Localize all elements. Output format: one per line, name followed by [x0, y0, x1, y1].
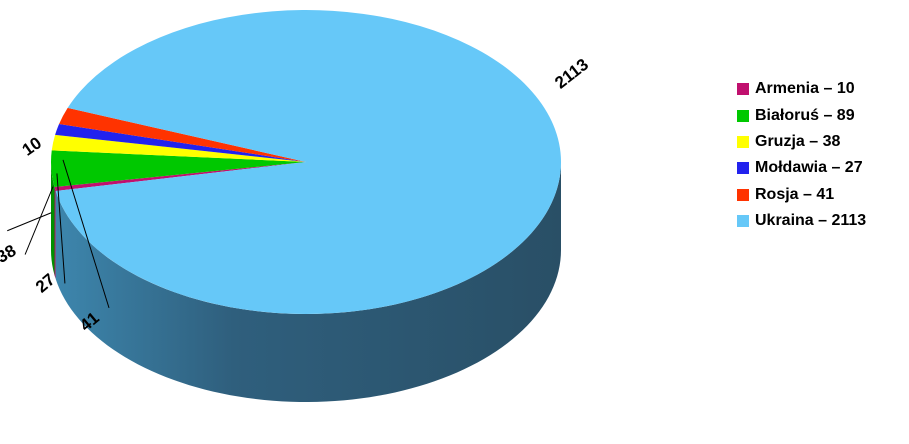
legend-label-armenia: Armenia – 10 [755, 80, 855, 98]
chart-legend: Armenia – 10 Białoruś – 89 Gruzja – 38 Mołd… [737, 76, 866, 234]
legend-label-ukraina: Ukraina – 2113 [755, 212, 867, 230]
slice-moldawia [55, 124, 306, 162]
slice-armenia [54, 162, 307, 192]
legend-item-ukraina: Ukraina – 2113 [737, 208, 866, 234]
legend-label-rosja: Rosja – 41 [755, 185, 835, 203]
leader-line-rosja [62, 159, 110, 309]
legend-item-bialorus: Białoruś – 89 [737, 102, 866, 128]
legend-swatch-rosja [737, 188, 749, 201]
legend-label-gruzja: Gruzja – 38 [755, 132, 841, 150]
data-label-gruzja: 38 [0, 241, 19, 267]
pie-top-faces [51, 9, 562, 314]
data-label-armenia: 10 [19, 133, 45, 159]
data-label-ukraina: 2113 [551, 55, 592, 93]
legend-label-bialorus: Białoruś – 89 [755, 106, 855, 124]
legend-swatch-bialorus [737, 109, 749, 122]
slice-gruzja [51, 134, 306, 162]
slice-bialorus [51, 150, 306, 187]
slice-side-ukraina [55, 162, 562, 402]
legend-swatch-armenia [737, 83, 749, 96]
leader-line-bialorus [7, 212, 52, 232]
legend-label-moldawia: Mołdawia – 27 [755, 159, 863, 177]
leader-line-moldawia [56, 173, 66, 284]
legend-swatch-moldawia [737, 162, 749, 175]
legend-swatch-ukraina [737, 215, 749, 228]
legend-item-gruzja: Gruzja – 38 [737, 129, 866, 155]
slice-ukraina [55, 9, 562, 314]
leader-line-gruzja [24, 186, 54, 255]
legend-swatch-gruzja [737, 135, 749, 148]
legend-item-moldawia: Mołdawia – 27 [737, 155, 866, 181]
leader-lines [7, 159, 110, 309]
legend-item-rosja: Rosja – 41 [737, 182, 866, 208]
slice-rosja [59, 107, 306, 162]
slice-side-armenia [54, 186, 56, 280]
legend-item-armenia: Armenia – 10 [737, 76, 866, 102]
